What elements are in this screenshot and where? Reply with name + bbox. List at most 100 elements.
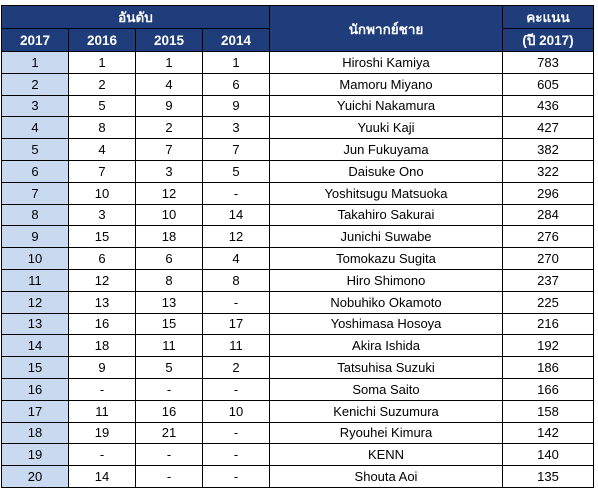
voice-actor-name-cell: Nobuhiko Okamoto bbox=[269, 290, 503, 314]
rank-2015-cell: - bbox=[135, 443, 203, 467]
rank-2015-cell: 15 bbox=[135, 312, 203, 336]
table-row: 14 18 11 11 Akira Ishida 192 bbox=[1, 334, 594, 358]
rank-2017-cell: 10 bbox=[1, 247, 69, 270]
rank-2016-cell: - bbox=[68, 443, 136, 467]
rank-2015-cell: 10 bbox=[135, 203, 203, 227]
rank-2015-cell: 12 bbox=[135, 181, 203, 205]
header-row-1: อันดับ นักพากย์ชาย คะแนน bbox=[1, 5, 594, 52]
rank-2016-cell: 7 bbox=[68, 159, 136, 183]
voice-actor-name-cell: Yoshimasa Hosoya bbox=[269, 312, 503, 336]
rank-2015-cell: 16 bbox=[135, 399, 203, 423]
rank-2016-cell: 5 bbox=[68, 94, 136, 118]
table-row: 7 10 12- Yoshitsugu Matsuoka 296 bbox=[1, 181, 594, 205]
rank-2017-cell: 20 bbox=[1, 465, 69, 488]
voice-actor-name-cell: Soma Saito bbox=[269, 377, 503, 401]
table-row: 11 12 8 8 Hiro Shimono 237 bbox=[1, 268, 594, 292]
table-row: 13 16 15 17 Yoshimasa Hosoya 216 bbox=[1, 312, 594, 336]
score-cell: 142 bbox=[502, 421, 594, 445]
score-header-line1: คะแนน bbox=[502, 5, 594, 29]
table-row: 5 4 7 7 Jun Fukuyama 382 bbox=[1, 138, 594, 161]
score-cell: 225 bbox=[502, 290, 594, 314]
rank-2016-cell: 9 bbox=[68, 356, 136, 379]
rank-2014-cell: 8 bbox=[202, 268, 270, 292]
table-row: 16- - - Soma Saito 166 bbox=[1, 377, 594, 401]
rank-2014-cell: 5 bbox=[202, 159, 270, 183]
rank-2014-cell: - bbox=[202, 290, 270, 314]
voice-actor-name-cell: Ryouhei Kimura bbox=[269, 421, 503, 445]
voice-actor-name-cell: Jun Fukuyama bbox=[269, 138, 503, 161]
table-body: 1 1 1 1 Hiroshi Kamiya 783 2 2 4 6 Mamoru Miyano 60… bbox=[1, 51, 594, 488]
rank-group-header: อันดับ bbox=[1, 5, 270, 29]
rank-2017-cell: 6 bbox=[1, 159, 69, 183]
rank-2016-cell: 6 bbox=[68, 247, 136, 270]
score-cell: 166 bbox=[502, 377, 594, 401]
rank-2016-cell: 11 bbox=[68, 399, 136, 423]
rank-2016-cell: 16 bbox=[68, 312, 136, 336]
score-cell: 427 bbox=[502, 116, 594, 140]
table-row: 8 3 10 14 Takahiro Sakurai 284 bbox=[1, 203, 594, 227]
score-cell: 276 bbox=[502, 225, 594, 249]
rank-2015-cell: 1 bbox=[135, 51, 203, 74]
score-cell: 783 bbox=[502, 51, 594, 74]
voice-actor-name-cell: Shouta Aoi bbox=[269, 465, 503, 488]
rank-2017-cell: 8 bbox=[1, 203, 69, 227]
score-cell: 605 bbox=[502, 72, 594, 96]
table-header: อันดับ นักพากย์ชาย คะแนน 2017 2016 2015 … bbox=[1, 5, 594, 52]
rank-2014-cell: 3 bbox=[202, 116, 270, 140]
table-row: 3 5 9 9 Yuichi Nakamura 436 bbox=[1, 94, 594, 118]
rank-2015-cell: 18 bbox=[135, 225, 203, 249]
rank-2016-cell: 13 bbox=[68, 290, 136, 314]
voice-actor-name-cell: Tomokazu Sugita bbox=[269, 247, 503, 270]
rank-2015-cell: 11 bbox=[135, 334, 203, 358]
rank-2016-cell: 3 bbox=[68, 203, 136, 227]
rank-2015-cell: 4 bbox=[135, 72, 203, 96]
rank-2017-cell: 2 bbox=[1, 72, 69, 96]
rank-2014-cell: 9 bbox=[202, 94, 270, 118]
score-cell: 284 bbox=[502, 203, 594, 227]
voice-actor-name-cell: Hiro Shimono bbox=[269, 268, 503, 292]
rank-2017-cell: 11 bbox=[1, 268, 69, 292]
voice-actor-name-cell: Tatsuhisa Suzuki bbox=[269, 356, 503, 379]
rank-2015-cell: 7 bbox=[135, 138, 203, 161]
rank-2014-cell: 2 bbox=[202, 356, 270, 379]
table-row: 1 1 1 1 Hiroshi Kamiya 783 bbox=[1, 51, 594, 74]
rank-2014-cell: 11 bbox=[202, 334, 270, 358]
score-cell: 186 bbox=[502, 356, 594, 379]
voice-actor-name-cell: Yoshitsugu Matsuoka bbox=[269, 181, 503, 205]
score-cell: 436 bbox=[502, 94, 594, 118]
voice-actor-name-cell: Junichi Suwabe bbox=[269, 225, 503, 249]
rank-2015-cell: 13 bbox=[135, 290, 203, 314]
voice-actor-name-cell: Hiroshi Kamiya bbox=[269, 51, 503, 74]
table-row: 10 6 6 4 Tomokazu Sugita 270 bbox=[1, 247, 594, 270]
table-row: 12 13 13- Nobuhiko Okamoto 225 bbox=[1, 290, 594, 314]
score-cell: 192 bbox=[502, 334, 594, 358]
year-header-2015: 2015 bbox=[135, 28, 203, 52]
score-cell: 270 bbox=[502, 247, 594, 270]
rank-2014-cell: 7 bbox=[202, 138, 270, 161]
rank-2015-cell: 8 bbox=[135, 268, 203, 292]
rank-2015-cell: - bbox=[135, 377, 203, 401]
score-cell: 216 bbox=[502, 312, 594, 336]
score-cell: 135 bbox=[502, 465, 594, 488]
rank-2017-cell: 19 bbox=[1, 443, 69, 467]
rank-2014-cell: 4 bbox=[202, 247, 270, 270]
rank-2017-cell: 13 bbox=[1, 312, 69, 336]
year-header-2016: 2016 bbox=[68, 28, 136, 52]
rank-2015-cell: - bbox=[135, 465, 203, 488]
rank-2016-cell: 8 bbox=[68, 116, 136, 140]
score-header-line2: (ปี 2017) bbox=[502, 28, 594, 52]
rank-2017-cell: 15 bbox=[1, 356, 69, 379]
header-row-2: 2017 2016 2015 2014 (ปี 2017) bbox=[1, 28, 594, 52]
rank-2014-cell: - bbox=[202, 377, 270, 401]
voice-actor-name-cell: Daisuke Ono bbox=[269, 159, 503, 183]
rank-2016-cell: 4 bbox=[68, 138, 136, 161]
rank-2016-cell: 1 bbox=[68, 51, 136, 74]
table-row: 6 7 3 5 Daisuke Ono 322 bbox=[1, 159, 594, 183]
rank-2014-cell: - bbox=[202, 421, 270, 445]
rank-2014-cell: 14 bbox=[202, 203, 270, 227]
rank-2014-cell: - bbox=[202, 465, 270, 488]
rank-2015-cell: 3 bbox=[135, 159, 203, 183]
table-row: 18 19 21- Ryouhei Kimura 142 bbox=[1, 421, 594, 445]
rank-2016-cell: 14 bbox=[68, 465, 136, 488]
voice-actor-name-cell: KENN bbox=[269, 443, 503, 467]
